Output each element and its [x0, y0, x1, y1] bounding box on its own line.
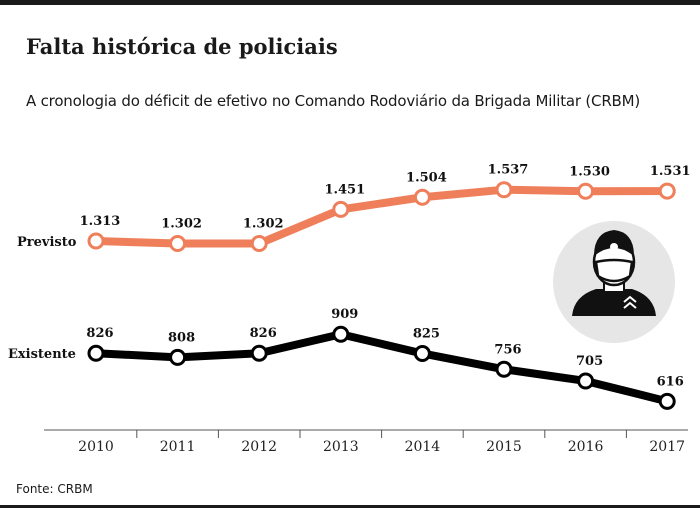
data-label: 1.504: [406, 170, 447, 185]
data-point: [658, 182, 676, 200]
series-layer: 1.313 1.302 1.302 1.451 1.504 1.537 1.530 1.531…: [8, 163, 691, 410]
data-label: 1.531: [650, 164, 691, 179]
x-tick-label: 2012: [241, 439, 277, 455]
x-axis: 2010 2011 2012 2013 2014 2015 2016 2017: [44, 429, 688, 455]
series-label: Existente: [8, 347, 76, 362]
x-tick-label: 2015: [486, 439, 522, 455]
data-point: [413, 344, 431, 362]
data-label: 909: [331, 307, 358, 322]
series-previsto: 1.313 1.302 1.302 1.451 1.504 1.537 1.530 1.531…: [17, 163, 691, 253]
x-tick-label: 2011: [160, 439, 196, 455]
x-tick-label: 2013: [323, 439, 359, 455]
data-label: 1.451: [324, 182, 365, 197]
police-officer-icon: [553, 221, 675, 343]
x-tick-label: 2017: [649, 439, 685, 455]
data-label: 808: [168, 330, 195, 345]
data-label: 705: [576, 354, 603, 369]
data-label: 616: [657, 374, 684, 389]
data-point: [169, 235, 187, 253]
source-note: Fonte: CRBM: [16, 482, 93, 496]
data-point: [250, 344, 268, 362]
data-point: [87, 232, 105, 250]
series-label: Previsto: [17, 235, 77, 250]
series-line: [92, 185, 672, 248]
data-point: [250, 235, 268, 253]
x-tick-label: 2010: [78, 439, 114, 455]
data-label: 1.530: [569, 164, 610, 179]
series-existente: 826 808 826 909 825 756 705 616 Existente: [8, 307, 684, 410]
x-tick-label: 2016: [568, 439, 604, 455]
data-label: 1.313: [80, 214, 121, 229]
data-point: [332, 200, 350, 218]
data-point: [413, 188, 431, 206]
data-point: [577, 182, 595, 200]
data-point: [87, 344, 105, 362]
data-point: [495, 360, 513, 378]
data-label: 1.302: [161, 217, 202, 232]
chart-subtitle: A cronologia do déficit de efetivo no Co…: [26, 92, 641, 110]
data-point: [658, 392, 676, 410]
data-point: [332, 325, 350, 343]
bottom-rule: [0, 505, 700, 508]
data-point: [495, 181, 513, 199]
data-point: [577, 372, 595, 390]
data-label: 826: [86, 326, 113, 341]
data-label: 1.537: [488, 163, 529, 178]
data-point: [169, 348, 187, 366]
data-label: 756: [494, 342, 521, 357]
data-label: 1.302: [243, 217, 284, 232]
series-line: [92, 330, 672, 406]
data-label: 826: [250, 326, 277, 341]
data-label: 825: [413, 326, 440, 341]
x-tick-label: 2014: [405, 439, 441, 455]
chart-title: Falta histórica de policiais: [26, 34, 338, 59]
top-rule: [0, 0, 700, 5]
